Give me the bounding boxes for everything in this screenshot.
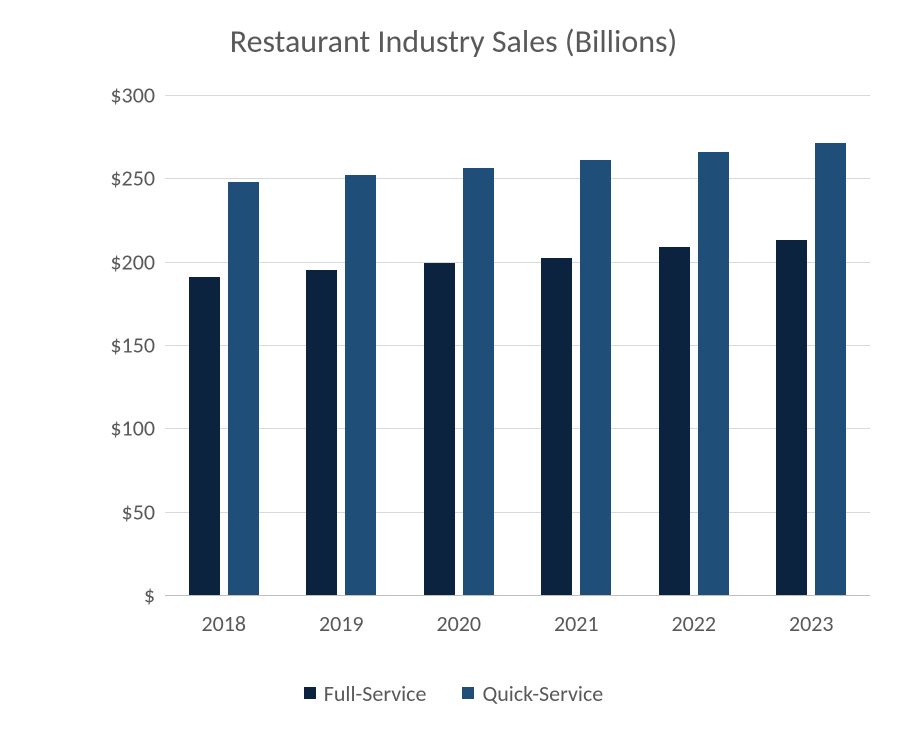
- bar: [541, 258, 572, 595]
- legend-swatch: [462, 687, 474, 699]
- x-tick-label: 2022: [671, 610, 716, 637]
- y-tick-label: $200: [95, 248, 155, 275]
- y-tick-label: $50: [95, 498, 155, 525]
- legend-label: Full-Service: [324, 680, 427, 707]
- legend-item: Quick-Service: [462, 680, 603, 707]
- chart-title: Restaurant Industry Sales (Billions): [0, 22, 907, 61]
- bar: [345, 175, 376, 595]
- legend: Full-Service Quick-Service: [0, 678, 907, 707]
- bar: [189, 277, 220, 595]
- gridline: [165, 595, 870, 596]
- bar: [659, 247, 690, 595]
- legend-item: Full-Service: [304, 680, 427, 707]
- x-tick-label: 2023: [789, 610, 834, 637]
- y-tick-label: $150: [95, 332, 155, 359]
- bar: [228, 182, 259, 595]
- bar: [776, 240, 807, 595]
- y-tick-label: $250: [95, 165, 155, 192]
- x-tick-label: 2020: [436, 610, 481, 637]
- x-tick-label: 2018: [201, 610, 246, 637]
- legend-swatch: [304, 687, 316, 699]
- bar: [815, 143, 846, 595]
- bars-layer: [165, 95, 870, 595]
- bar: [463, 168, 494, 595]
- bar: [698, 152, 729, 595]
- y-tick-label: $: [95, 582, 155, 609]
- bar: [580, 160, 611, 595]
- y-tick-label: $300: [95, 82, 155, 109]
- bar: [306, 270, 337, 595]
- x-tick-label: 2019: [319, 610, 364, 637]
- x-tick-label: 2021: [554, 610, 599, 637]
- plot-area: [165, 95, 870, 595]
- chart-container: Restaurant Industry Sales (Billions) $ $5…: [0, 0, 907, 744]
- y-tick-label: $100: [95, 415, 155, 442]
- legend-label: Quick-Service: [482, 680, 603, 707]
- bar: [424, 263, 455, 595]
